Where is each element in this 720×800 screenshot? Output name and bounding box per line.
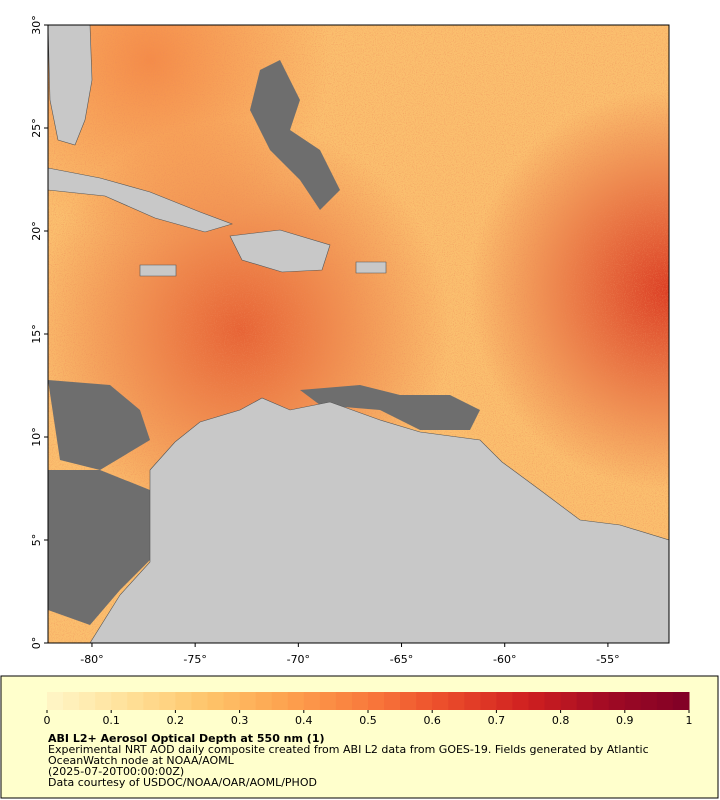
colorbar-swatch [351, 692, 369, 710]
colorbar-swatch [159, 692, 176, 710]
colorbar-swatch [143, 692, 160, 710]
colorbar-tick-label: 0.4 [295, 714, 313, 727]
missing-data [250, 60, 340, 210]
colorbar-swatch [672, 692, 690, 710]
colorbar-tick-label: 0.7 [488, 714, 506, 727]
y-tick-label: 30° [30, 15, 43, 35]
colorbar-swatch [63, 692, 80, 710]
puerto-rico [355, 261, 387, 274]
colorbar-swatch [287, 692, 305, 710]
colorbar-swatch [79, 692, 96, 710]
colorbar-swatch [576, 692, 594, 710]
colorbar-swatch [592, 692, 610, 710]
colorbar-swatch [223, 692, 241, 710]
y-tick-label: 15° [30, 324, 43, 344]
colorbar-swatch [191, 692, 208, 710]
note: Data courtesy of USDOC/NOAA/OAR/AOML/PHO… [48, 776, 317, 789]
title: ABI L2+ Aerosol Optical Depth at 550 nm … [48, 732, 325, 745]
x-tick-label: -75° [183, 653, 206, 666]
south-america [89, 397, 669, 643]
colorbar-tick-label: 0.5 [359, 714, 377, 727]
colorbar-tick-label: 1 [686, 714, 693, 727]
x-tick-label: -60° [493, 653, 516, 666]
y-tick-label: 25° [30, 118, 43, 138]
colorbar-swatch [207, 692, 225, 710]
cuba [48, 167, 233, 233]
colorbar-swatch [528, 692, 546, 710]
colorbar-swatch [127, 692, 144, 710]
colorbar-swatch [47, 692, 64, 710]
colorbar-swatch [416, 692, 433, 710]
colorbar-swatch [656, 692, 674, 710]
colorbar-swatch [640, 692, 658, 710]
x-tick-label: -55° [596, 653, 619, 666]
colorbar-tick-label: 0.1 [102, 714, 120, 727]
colorbar-tick-label: 0.8 [552, 714, 570, 727]
note: OceanWatch node at NOAA/AOML [48, 754, 235, 767]
missing-data [300, 385, 480, 430]
colorbar-swatch [335, 692, 353, 710]
map-area [48, 25, 669, 643]
colorbar-swatch [271, 692, 289, 710]
colorbar-swatch [239, 692, 257, 710]
colorbar-swatch [464, 692, 481, 710]
colorbar-swatch [175, 692, 192, 710]
colorbar-swatch [255, 692, 273, 710]
hispaniola [229, 229, 331, 273]
colorbar-swatch [111, 692, 128, 710]
note: (2025-07-20T00:00:00Z) [48, 765, 184, 778]
colorbar-tick-label: 0.9 [616, 714, 634, 727]
y-tick-label: 0° [30, 637, 43, 650]
colorbar-swatch [384, 692, 401, 710]
colorbar-swatch [448, 692, 465, 710]
y-tick-label: 10° [30, 427, 43, 447]
colorbar-swatch [512, 692, 529, 710]
colorbar-swatch [560, 692, 578, 710]
missing-data [48, 470, 150, 625]
colorbar-swatch [480, 692, 497, 710]
note: Experimental NRT AOD daily composite cre… [48, 743, 649, 756]
colorbar-swatch [400, 692, 417, 710]
colorbar-swatch [608, 692, 626, 710]
colorbar-swatch [496, 692, 513, 710]
florida [48, 25, 93, 146]
colorbar-swatch [544, 692, 562, 710]
colorbar-tick-label: 0.3 [231, 714, 249, 727]
colorbar-swatch [95, 692, 112, 710]
colorbar-tick-label: 0 [44, 714, 51, 727]
x-tick-label: -70° [287, 653, 310, 666]
y-tick-label: 5° [30, 534, 43, 547]
colorbar: 0 0.1 0.2 0.3 0.4 0.5 0.6 0.7 0.8 0.9 1 [44, 692, 693, 727]
colorbar-swatch [368, 692, 385, 710]
missing-data [48, 380, 150, 470]
colorbar-swatch [432, 692, 449, 710]
x-tick-label: -80° [80, 653, 103, 666]
colorbar-tick-label: 0.2 [167, 714, 185, 727]
x-tick-label: -65° [390, 653, 413, 666]
jamaica [139, 264, 177, 277]
colorbar-swatch [303, 692, 321, 710]
colorbar-tick-label: 0.6 [423, 714, 441, 727]
colorbar-swatch [319, 692, 337, 710]
colorbar-swatch [624, 692, 642, 710]
y-tick-label: 20° [30, 221, 43, 241]
